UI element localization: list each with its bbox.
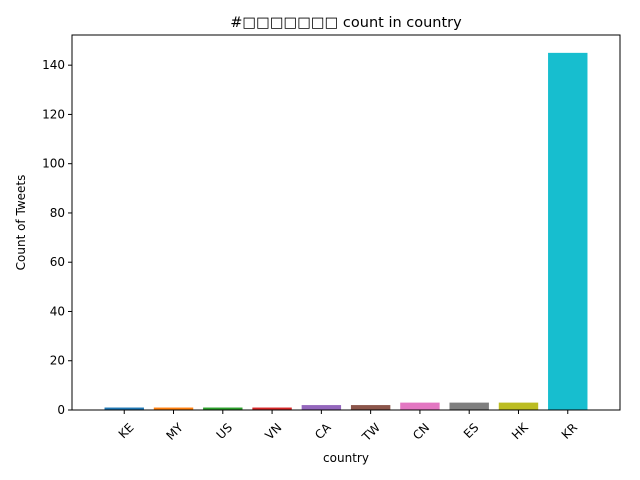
bar-tw — [350, 405, 391, 410]
bar-es — [449, 402, 489, 410]
x-axis-label: country — [323, 451, 369, 465]
x-axis-ticks: KE MY US VN CA TW CN ES HK KR — [116, 410, 580, 445]
x-tick-label: CA — [312, 420, 334, 442]
y-tick-label: 0 — [57, 403, 65, 417]
x-tick-label: KR — [559, 420, 580, 441]
bar-us — [203, 407, 243, 410]
y-tick-label: 20 — [50, 354, 65, 368]
x-tick-label: CN — [410, 420, 432, 442]
y-tick-label: 60 — [50, 255, 65, 269]
bar-kr — [548, 52, 588, 410]
y-axis-label: Count of Tweets — [14, 175, 28, 271]
bar-ca — [301, 405, 342, 410]
bars-group — [104, 52, 588, 410]
y-tick-label: 120 — [42, 107, 65, 121]
x-tick-label: HK — [509, 420, 532, 443]
bar-vn — [252, 407, 292, 410]
y-tick-label: 80 — [50, 206, 65, 220]
x-tick-label: TW — [359, 420, 383, 444]
y-tick-label: 40 — [50, 304, 65, 318]
x-tick-label: US — [214, 420, 236, 442]
bar-cn — [400, 402, 440, 410]
x-tick-label: VN — [262, 420, 284, 442]
bar-hk — [498, 402, 539, 410]
y-tick-label: 140 — [42, 58, 65, 72]
bar-ke — [104, 407, 144, 410]
x-tick-label: KE — [116, 420, 137, 441]
chart-title: #□□□□□□□ count in country — [230, 15, 462, 31]
plot-frame — [71, 34, 621, 411]
bar-my — [153, 407, 194, 410]
y-axis-ticks: 0 20 40 60 80 100 120 140 — [42, 58, 72, 417]
y-tick-label: 100 — [42, 157, 65, 171]
x-tick-label: ES — [461, 420, 482, 441]
x-tick-label: MY — [163, 420, 186, 443]
